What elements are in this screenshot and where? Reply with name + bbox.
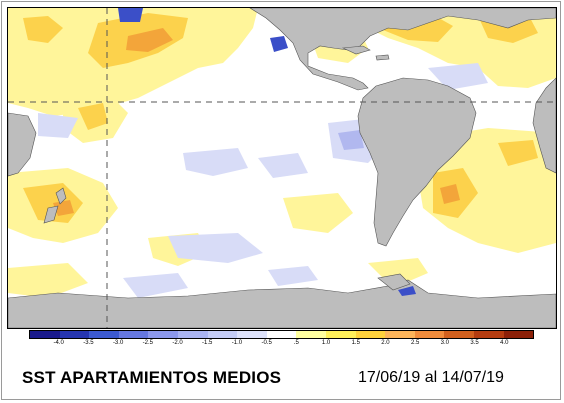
color-swatch (89, 331, 119, 338)
scale-tick-label: 2.5 (410, 340, 420, 346)
north-america (249, 8, 556, 91)
scale-tick-label: -2.5 (142, 340, 153, 346)
map-title: SST APARTAMIENTOS MEDIOS (22, 368, 282, 387)
scale-tick-label: 4.0 (500, 340, 509, 346)
scale-tick-label: -0.5 (261, 340, 272, 346)
color-swatch (177, 331, 208, 338)
scale-tick-label: 1.5 (351, 340, 360, 346)
color-swatch (148, 331, 178, 338)
new-zealand (43, 187, 67, 224)
color-swatch (266, 331, 297, 338)
color-swatch (30, 331, 60, 338)
cold-anomaly-regions (38, 8, 488, 298)
color-swatch (444, 331, 474, 338)
reference-graticule (8, 8, 556, 328)
scale-tick-label: -3.5 (83, 340, 94, 346)
scale-tick-label: -3.0 (112, 340, 124, 346)
antarctic-cold-patch (398, 286, 416, 296)
color-swatch (207, 331, 238, 338)
color-scale-labels: -4.0 -3.5 -3.0 -2.5 -2.0 -1.5 -1.0 -0.5 .5 1.0 1.5… (29, 340, 534, 350)
scale-tick-label: 3.0 (440, 340, 450, 346)
scale-tick-label: 2.0 (381, 340, 390, 346)
scale-label-spacer (29, 340, 44, 350)
color-swatch (414, 331, 445, 338)
color-swatch (385, 331, 415, 338)
color-swatch (59, 331, 90, 338)
scale-tick-label: -2.0 (172, 340, 183, 346)
caribbean-islands (341, 45, 390, 61)
date-range: 17/06/19 al 14/07/19 (358, 369, 504, 386)
color-swatch (237, 331, 267, 338)
scale-tick-label: -4.0 (53, 340, 64, 346)
color-swatch (325, 331, 356, 338)
scale-tick-label: -1.5 (202, 340, 213, 346)
scale-tick-label: 1.0 (321, 340, 331, 346)
scale-tick-label: 3.5 (470, 340, 479, 346)
sst-anomaly-map (7, 7, 557, 329)
color-swatch (355, 331, 386, 338)
color-swatch (118, 331, 149, 338)
south-america (357, 77, 477, 247)
color-swatch (503, 331, 534, 338)
color-swatch (473, 331, 504, 338)
color-swatch (296, 331, 326, 338)
color-scale-bar (29, 330, 534, 339)
australia (8, 112, 37, 177)
scale-label-spacer (519, 340, 534, 350)
scale-tick-label: -1.0 (231, 340, 243, 346)
scale-tick-label: .5 (293, 340, 299, 346)
antarctic-peninsula (377, 273, 411, 291)
